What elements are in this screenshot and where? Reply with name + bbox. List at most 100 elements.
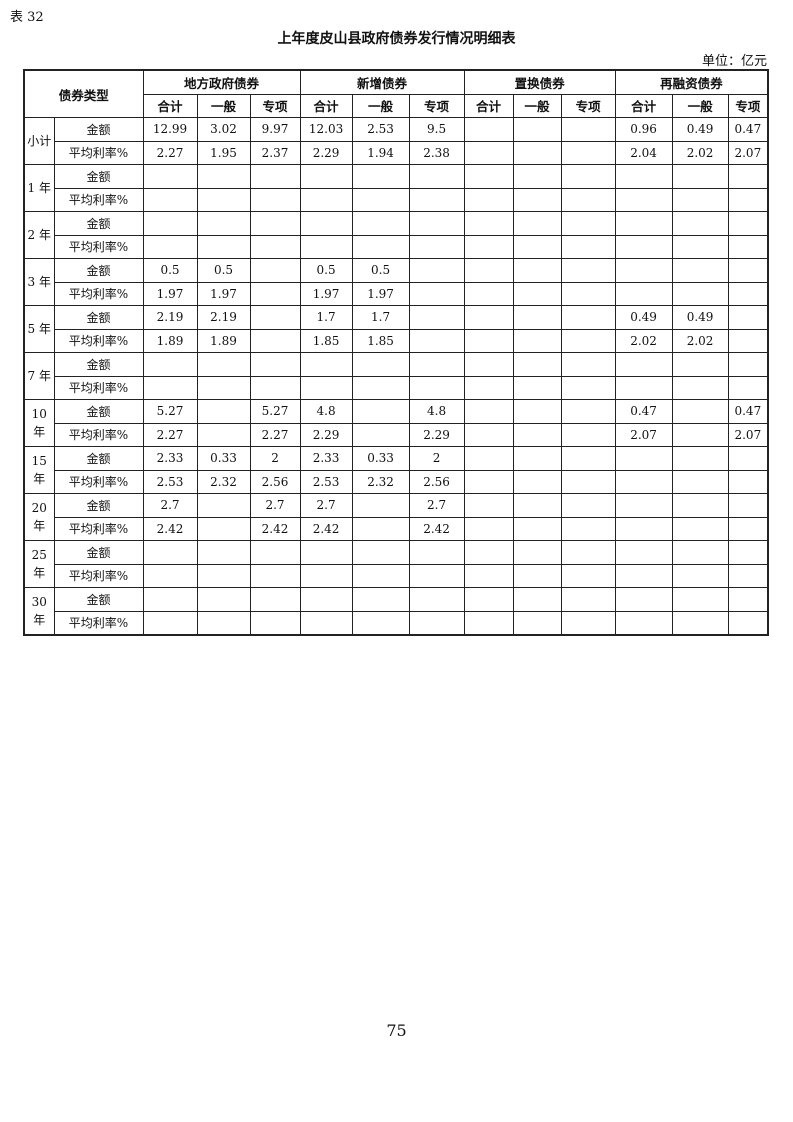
subcol-header: 合计 xyxy=(142,93,198,118)
value-cell xyxy=(512,117,562,142)
value-cell: 0.33 xyxy=(196,446,251,471)
metric-label: 金额 xyxy=(53,211,144,236)
value-cell: 2.07 xyxy=(727,422,769,447)
value-cell xyxy=(560,516,616,541)
value-cell xyxy=(727,375,769,400)
value-cell xyxy=(614,516,673,541)
value-cell xyxy=(671,610,729,636)
table-tag: 表 32 xyxy=(10,10,44,25)
value-cell xyxy=(249,211,301,236)
value-cell: 0.5 xyxy=(351,258,410,283)
value-cell xyxy=(249,305,301,330)
metric-label: 金额 xyxy=(53,117,144,142)
value-cell xyxy=(671,469,729,494)
value-cell: 2.07 xyxy=(727,140,769,165)
header-row-groups: 债券类型 地方政府债券 新增债券 置换债券 再融资债券 xyxy=(23,69,769,118)
table-row: 平均利率% 2.27 2.27 2.29 2.29 2.07 2.07 xyxy=(24,422,769,447)
value-cell: 1.97 xyxy=(196,281,251,306)
value-cell xyxy=(249,258,301,283)
value-cell: 1.89 xyxy=(142,328,198,353)
value-cell xyxy=(671,422,729,447)
value-cell xyxy=(408,187,465,212)
value-cell xyxy=(463,422,514,447)
table-row: 3 年金额 0.5 0.5 0.5 0.5 xyxy=(23,258,769,306)
subcol-header: 一般 xyxy=(512,93,562,118)
value-cell xyxy=(512,469,562,494)
table-row: 平均利率% xyxy=(24,563,769,588)
table-row: 平均利率% 2.27 1.95 2.37 2.29 1.94 2.38 2.04 2.02 2.0… xyxy=(24,140,769,165)
value-cell xyxy=(196,540,251,565)
value-cell: 5.27 xyxy=(142,399,198,424)
value-cell xyxy=(408,164,465,189)
value-cell xyxy=(560,258,616,283)
value-cell xyxy=(196,399,251,424)
value-cell xyxy=(463,305,514,330)
value-cell xyxy=(408,540,465,565)
value-cell: 2.19 xyxy=(142,305,198,330)
value-cell: 2.42 xyxy=(142,516,198,541)
value-cell: 2.53 xyxy=(299,469,353,494)
value-cell: 2.32 xyxy=(196,469,251,494)
value-cell xyxy=(671,375,729,400)
value-cell xyxy=(727,305,769,330)
value-cell xyxy=(196,352,251,377)
value-cell xyxy=(512,610,562,636)
table-row: 2 年金额 xyxy=(23,211,769,259)
value-cell xyxy=(560,305,616,330)
value-cell xyxy=(463,375,514,400)
value-cell xyxy=(614,587,673,612)
value-cell: 2.27 xyxy=(249,422,301,447)
table-row: 15 年金额 2.33 0.33 2 2.33 0.33 2 xyxy=(23,446,769,494)
metric-label: 平均利率% xyxy=(53,187,144,212)
value-cell: 2.42 xyxy=(408,516,465,541)
value-cell xyxy=(512,140,562,165)
value-cell xyxy=(463,493,514,518)
value-cell: 1.97 xyxy=(351,281,410,306)
value-cell: 1.95 xyxy=(196,140,251,165)
value-cell: 2.27 xyxy=(142,140,198,165)
value-cell xyxy=(614,352,673,377)
value-cell: 0.96 xyxy=(614,117,673,142)
value-cell xyxy=(463,516,514,541)
value-cell xyxy=(614,563,673,588)
value-cell xyxy=(512,258,562,283)
value-cell xyxy=(671,493,729,518)
table-row: 平均利率% 2.53 2.32 2.56 2.53 2.32 2.56 xyxy=(24,469,769,494)
value-cell xyxy=(351,234,410,259)
value-cell xyxy=(142,187,198,212)
term-label: 10 年 xyxy=(23,399,55,447)
term-label: 2 年 xyxy=(23,211,55,259)
value-cell xyxy=(512,164,562,189)
value-cell xyxy=(351,352,410,377)
value-cell xyxy=(142,375,198,400)
value-cell xyxy=(727,234,769,259)
value-cell: 1.94 xyxy=(351,140,410,165)
value-cell xyxy=(463,140,514,165)
value-cell xyxy=(614,164,673,189)
value-cell xyxy=(196,610,251,636)
value-cell xyxy=(560,563,616,588)
table-row: 30 年金额 xyxy=(23,587,769,636)
value-cell xyxy=(408,610,465,636)
value-cell xyxy=(671,164,729,189)
value-cell: 1.97 xyxy=(299,281,353,306)
value-cell xyxy=(299,540,353,565)
value-cell xyxy=(351,375,410,400)
table-row: 平均利率% 1.97 1.97 1.97 1.97 xyxy=(24,281,769,306)
value-cell xyxy=(351,610,410,636)
value-cell xyxy=(351,516,410,541)
value-cell xyxy=(196,211,251,236)
value-cell xyxy=(463,164,514,189)
value-cell xyxy=(727,328,769,353)
value-cell xyxy=(249,281,301,306)
table-row: 1 年金额 xyxy=(23,164,769,212)
value-cell xyxy=(408,352,465,377)
table-row: 7 年金额 xyxy=(23,352,769,400)
value-cell xyxy=(614,211,673,236)
metric-label: 金额 xyxy=(53,446,144,471)
value-cell xyxy=(512,399,562,424)
value-cell: 4.8 xyxy=(299,399,353,424)
value-cell xyxy=(351,211,410,236)
group-header: 再融资债券 xyxy=(614,69,769,95)
value-cell xyxy=(671,563,729,588)
